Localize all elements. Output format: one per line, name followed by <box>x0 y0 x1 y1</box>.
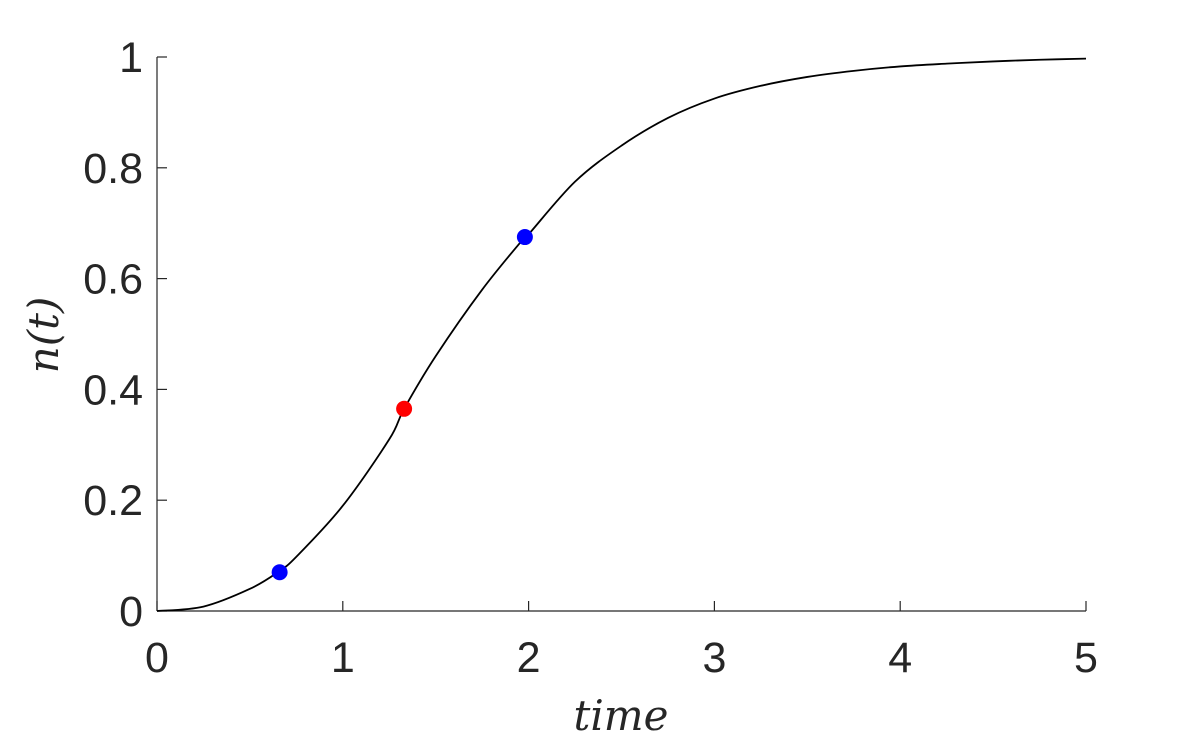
x-tick-label: 0 <box>145 634 169 682</box>
plot-area <box>156 57 1087 612</box>
x-axis-label: time <box>574 691 669 740</box>
y-tick-label: 0.6 <box>83 256 143 304</box>
y-tick-label: 1 <box>119 34 143 82</box>
markers <box>271 229 533 581</box>
x-tick-label: 5 <box>1074 634 1098 682</box>
ticks: 0 1 2 3 4 5 0 0.2 0.4 0.6 0.8 1 <box>83 34 1098 682</box>
y-tick-label: 0 <box>119 588 143 636</box>
x-tick-label: 3 <box>702 634 726 682</box>
data-point <box>396 400 413 417</box>
y-tick-label: 0.8 <box>83 145 143 193</box>
data-point <box>271 564 288 581</box>
y-tick-label: 0.4 <box>83 366 143 414</box>
data-point <box>516 229 533 246</box>
x-tick-label: 4 <box>888 634 912 682</box>
x-tick-label: 2 <box>517 634 541 682</box>
y-tick-label: 0.2 <box>83 477 143 525</box>
y-axis-label: n(t) <box>19 297 68 374</box>
x-tick-label: 1 <box>331 634 355 682</box>
axes <box>156 57 1086 612</box>
series-line <box>156 57 1087 612</box>
